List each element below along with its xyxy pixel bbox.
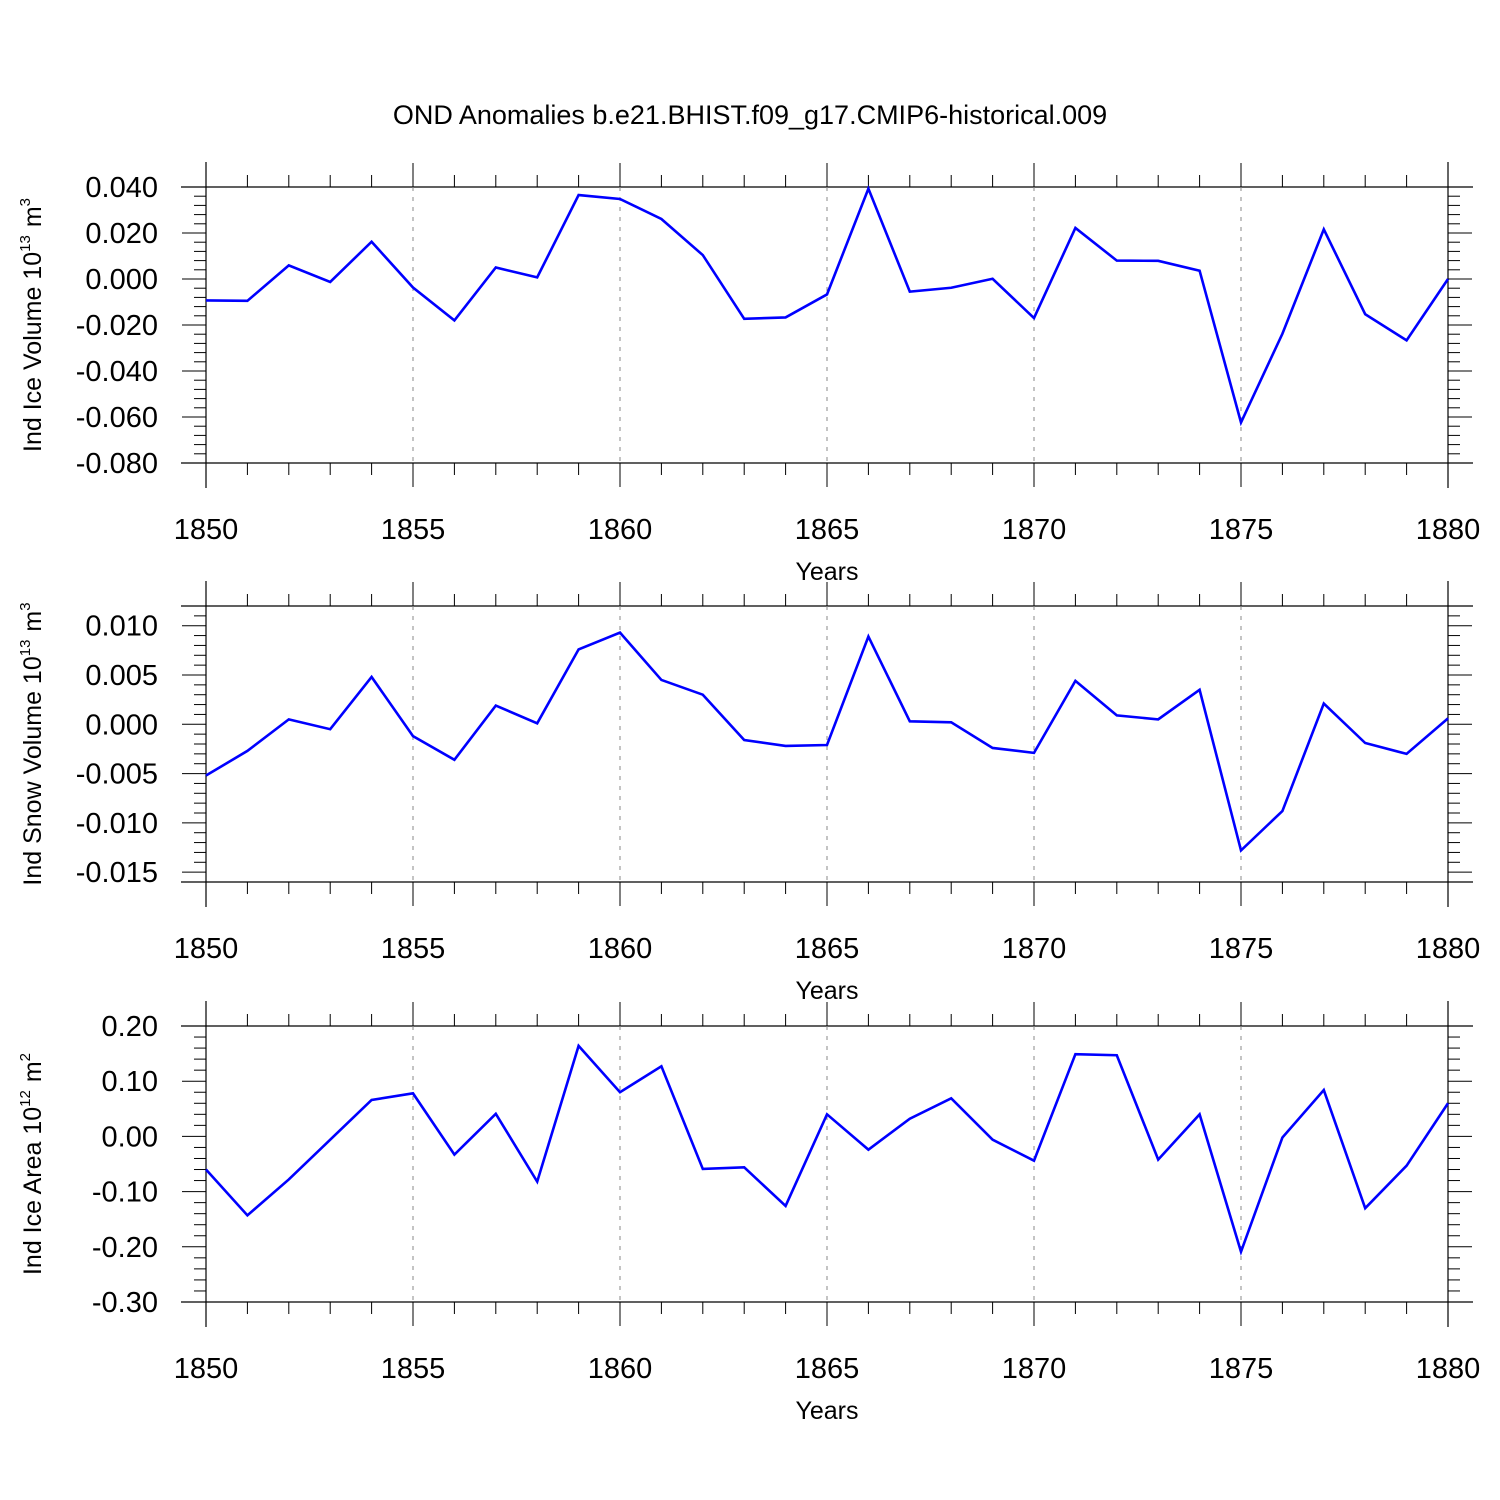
y-tick-label: 0.00 (102, 1121, 158, 1153)
x-axis-title: Years (795, 977, 858, 1005)
x-tick-label: 1875 (1209, 1353, 1274, 1385)
y-axis-title-unit: m (19, 206, 47, 227)
y-tick-label: -0.040 (76, 356, 158, 388)
x-tick-label: 1870 (1002, 1353, 1067, 1385)
x-tick-label: 1880 (1416, 514, 1481, 546)
y-axis-title: Ind Ice Volume 1013 m3 (17, 198, 47, 452)
x-tick-label: 1855 (381, 1353, 446, 1385)
y-axis-title-exponent: 12 (17, 1090, 34, 1107)
y-axis-title-exponent: 13 (17, 640, 34, 657)
y-axis-title: Ind Ice Area 1012 m2 (17, 1053, 47, 1275)
y-tick-label: -0.010 (76, 808, 158, 840)
x-tick-label: 1850 (174, 933, 239, 965)
y-tick-label: 0.005 (85, 660, 158, 692)
series-line (205, 185, 1450, 427)
y-axis-title-unit: m (19, 1061, 47, 1082)
x-axis-title: Years (795, 558, 858, 586)
y-axis-title-unit-exponent: 2 (17, 1053, 34, 1061)
y-axis-title: Ind Snow Volume 1013 m3 (17, 602, 47, 885)
x-tick-label: 1865 (795, 514, 860, 546)
x-tick-label: 1855 (381, 514, 446, 546)
y-tick-label: -0.005 (76, 759, 158, 791)
y-tick-label: -0.30 (92, 1287, 158, 1319)
y-tick-label: 0.020 (85, 218, 158, 250)
x-tick-label: 1875 (1209, 514, 1274, 546)
y-tick-label: -0.20 (92, 1232, 158, 1264)
x-tick-label: 1850 (174, 1353, 239, 1385)
y-axis-title-text: Ind Ice Volume 10 (19, 252, 47, 452)
x-tick-label: 1860 (588, 514, 653, 546)
y-tick-label: 0.040 (85, 172, 158, 204)
series-line (205, 1043, 1450, 1256)
panel-ice-volume: 0.040 0.020 0.000 -0.020 -0.040 -0.060 -0.080 1… (17, 162, 1480, 586)
x-tick-label: 1850 (174, 514, 239, 546)
y-tick-label: -0.080 (76, 448, 158, 480)
x-tick-label: 1855 (381, 933, 446, 965)
y-axis-title-unit-exponent: 3 (17, 198, 34, 206)
y-tick-label: 0.010 (85, 611, 158, 643)
x-tick-label: 1875 (1209, 933, 1274, 965)
y-tick-label: 0.000 (85, 264, 158, 296)
x-axis-title: Years (795, 1397, 858, 1425)
y-tick-label: -0.10 (92, 1177, 158, 1209)
y-tick-label: -0.015 (76, 857, 158, 889)
y-tick-label: -0.060 (76, 402, 158, 434)
y-axis-title-text: Ind Ice Area 10 (19, 1107, 47, 1275)
panel-ice-area: 0.20 0.10 0.00 -0.10 -0.20 -0.30 1850 1855 1860 1… (17, 1001, 1480, 1425)
series-line (205, 631, 1449, 853)
y-tick-label: 0.10 (102, 1066, 158, 1098)
y-axis-title-text: Ind Snow Volume 10 (19, 656, 47, 885)
x-tick-label: 1865 (795, 933, 860, 965)
x-tick-label: 1880 (1416, 1353, 1481, 1385)
y-axis-title-exponent: 13 (17, 235, 34, 252)
y-axis-title-unit-exponent: 3 (17, 602, 34, 610)
x-tick-label: 1880 (1416, 933, 1481, 965)
x-tick-label: 1860 (588, 933, 653, 965)
x-tick-label: 1860 (588, 1353, 653, 1385)
x-tick-label: 1865 (795, 1353, 860, 1385)
x-tick-label: 1870 (1002, 933, 1067, 965)
y-tick-label: -0.020 (76, 310, 158, 342)
chart-title: OND Anomalies b.e21.BHIST.f09_g17.CMIP6-… (393, 100, 1107, 130)
x-tick-label: 1870 (1002, 514, 1067, 546)
y-tick-label: 0.000 (85, 709, 158, 741)
y-tick-label: 0.20 (102, 1011, 158, 1043)
panel-snow-volume: 0.010 0.005 0.000 -0.005 -0.010 -0.015 1850 185… (17, 581, 1480, 1005)
y-axis-title-unit: m (19, 611, 47, 632)
